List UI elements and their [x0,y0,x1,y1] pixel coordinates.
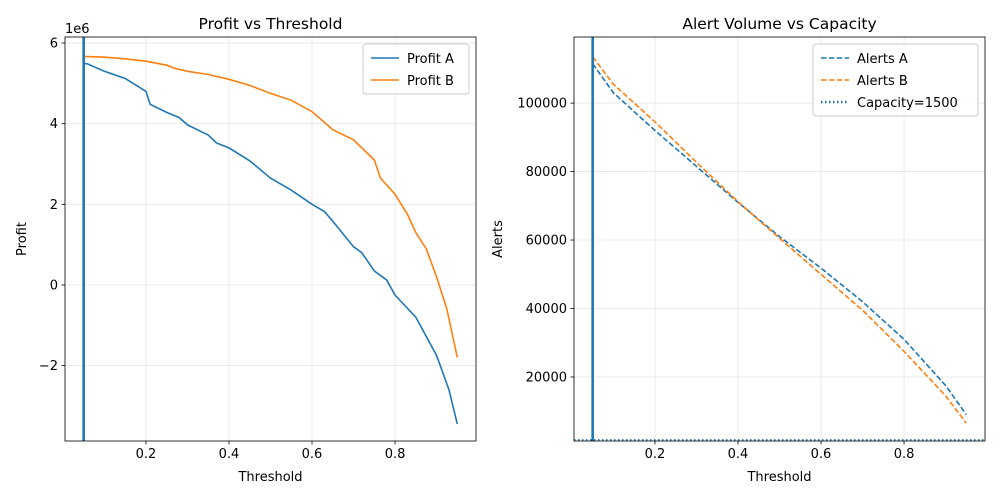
chart-1: 0.2 0.4 0.6 0.8 −2 0 2 4 6 Profit vs Threshold Thr… [15,15,477,485]
y-tick-label: 100000 [517,97,567,112]
legend-label: Profit A [407,52,454,67]
offset-text: 1e6 [65,22,90,37]
series-line-alerts-a [592,63,967,416]
legend-label: Alerts A [857,52,908,67]
x-tick-label: 0.8 [385,447,406,462]
legend: Profit A Profit B [362,43,470,95]
legend-label: Alerts B [857,74,908,89]
legend-box [362,43,470,95]
x-tick-label: 0.6 [811,447,832,462]
y-tick-label: 4 [50,117,58,132]
x-tick-label: 0.2 [136,447,157,462]
x-tick-label: 0.4 [728,447,749,462]
x-tick-label: 0.8 [894,447,915,462]
y-tick-label: 40000 [526,302,567,317]
legend-box [812,43,979,117]
axes-frame [64,36,477,442]
y-tick-label: 80000 [526,165,567,180]
y-axis-label: Alerts [491,220,506,258]
y-tick-label: 0 [50,278,58,293]
legend: Alerts A Alerts B Capacity=1500 [812,43,979,117]
legend-label: Capacity=1500 [857,96,958,111]
y-tick-label: 20000 [526,370,567,385]
chart-title: Profit vs Threshold [199,15,343,33]
y-tick-label: 6 [50,37,58,52]
y-tick-label: −2 [39,359,58,374]
x-tick-label: 0.6 [302,447,323,462]
y-tick-label: 60000 [526,234,567,249]
x-tick-label: 0.4 [219,447,240,462]
y-tick-label: 2 [50,198,58,213]
x-axis-label: Threshold [237,470,302,485]
y-axis-label: Profit [15,222,30,256]
series-line-profit-a [83,62,459,425]
legend-label: Profit B [407,74,454,89]
x-tick-label: 0.2 [645,447,666,462]
x-axis-label: Threshold [746,470,811,485]
chart-title: Alert Volume vs Capacity [682,15,876,33]
series-line-profit-b [83,55,459,358]
chart-2: 0.2 0.4 0.6 0.8 20000 40000 60000 80000 100000 Al… [491,15,986,485]
series-line-alerts-b [592,56,967,424]
axes-frame [573,36,986,442]
